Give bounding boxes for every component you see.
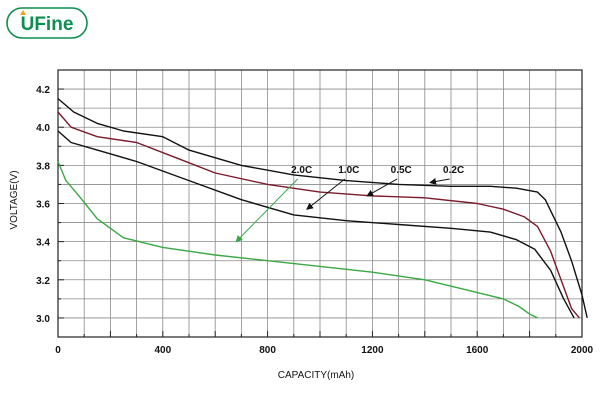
x-tick-label: 1600 bbox=[466, 345, 489, 356]
annotation-label-0-2C: 0.2C bbox=[443, 165, 464, 176]
logo-leaf-icon bbox=[20, 10, 26, 15]
x-tick-label: 400 bbox=[154, 345, 171, 356]
series-line-0-2C bbox=[57, 98, 588, 319]
y-tick-label: 3.0 bbox=[36, 314, 50, 325]
annotation-arrow-1-0C bbox=[306, 178, 346, 210]
logo-text: UFine bbox=[21, 14, 74, 35]
y-tick-label: 3.8 bbox=[36, 161, 50, 172]
x-axis-title: CAPACITY(mAh) bbox=[278, 370, 355, 381]
series-line-2-0C bbox=[57, 161, 538, 319]
logo-border bbox=[6, 7, 88, 39]
x-tick-label: 800 bbox=[259, 345, 276, 356]
y-tick-label: 4.2 bbox=[36, 85, 50, 96]
x-tick-label: 2000 bbox=[571, 345, 594, 356]
grid bbox=[57, 69, 583, 338]
y-tick-label: 3.6 bbox=[36, 200, 50, 211]
x-tick-label: 1200 bbox=[361, 345, 384, 356]
annotation-label-2-0C: 2.0C bbox=[291, 165, 312, 176]
y-tick-label: 4.0 bbox=[36, 123, 50, 134]
series-group bbox=[57, 98, 588, 319]
annotation-arrow-2-0C bbox=[235, 178, 299, 243]
annotation-arrow-0-2C bbox=[429, 178, 450, 185]
axes bbox=[57, 69, 583, 338]
ufine-logo: UFine bbox=[6, 7, 88, 39]
annotation-label-1-0C: 1.0C bbox=[338, 165, 359, 176]
plot-frame bbox=[57, 69, 583, 338]
annotation-label-0-5C: 0.5C bbox=[391, 165, 412, 176]
y-tick-label: 3.2 bbox=[36, 276, 50, 287]
annotations: 2.0C 1.0C 0.5C 0.2C bbox=[235, 165, 464, 243]
y-tick-label: 3.4 bbox=[36, 238, 50, 249]
y-axis-title: VOLTAGE(V) bbox=[9, 170, 20, 229]
series-line-0-5C bbox=[57, 111, 580, 319]
annotation-arrow-0-5C bbox=[366, 178, 398, 197]
x-tick-label: 0 bbox=[55, 345, 61, 356]
series-line-1-0C bbox=[57, 130, 575, 319]
tick-labels: 0 400 800 1200 1600 2000 3.0 3.2 3.4 3.6 3.8 4.0 4.2 bbox=[36, 85, 593, 356]
